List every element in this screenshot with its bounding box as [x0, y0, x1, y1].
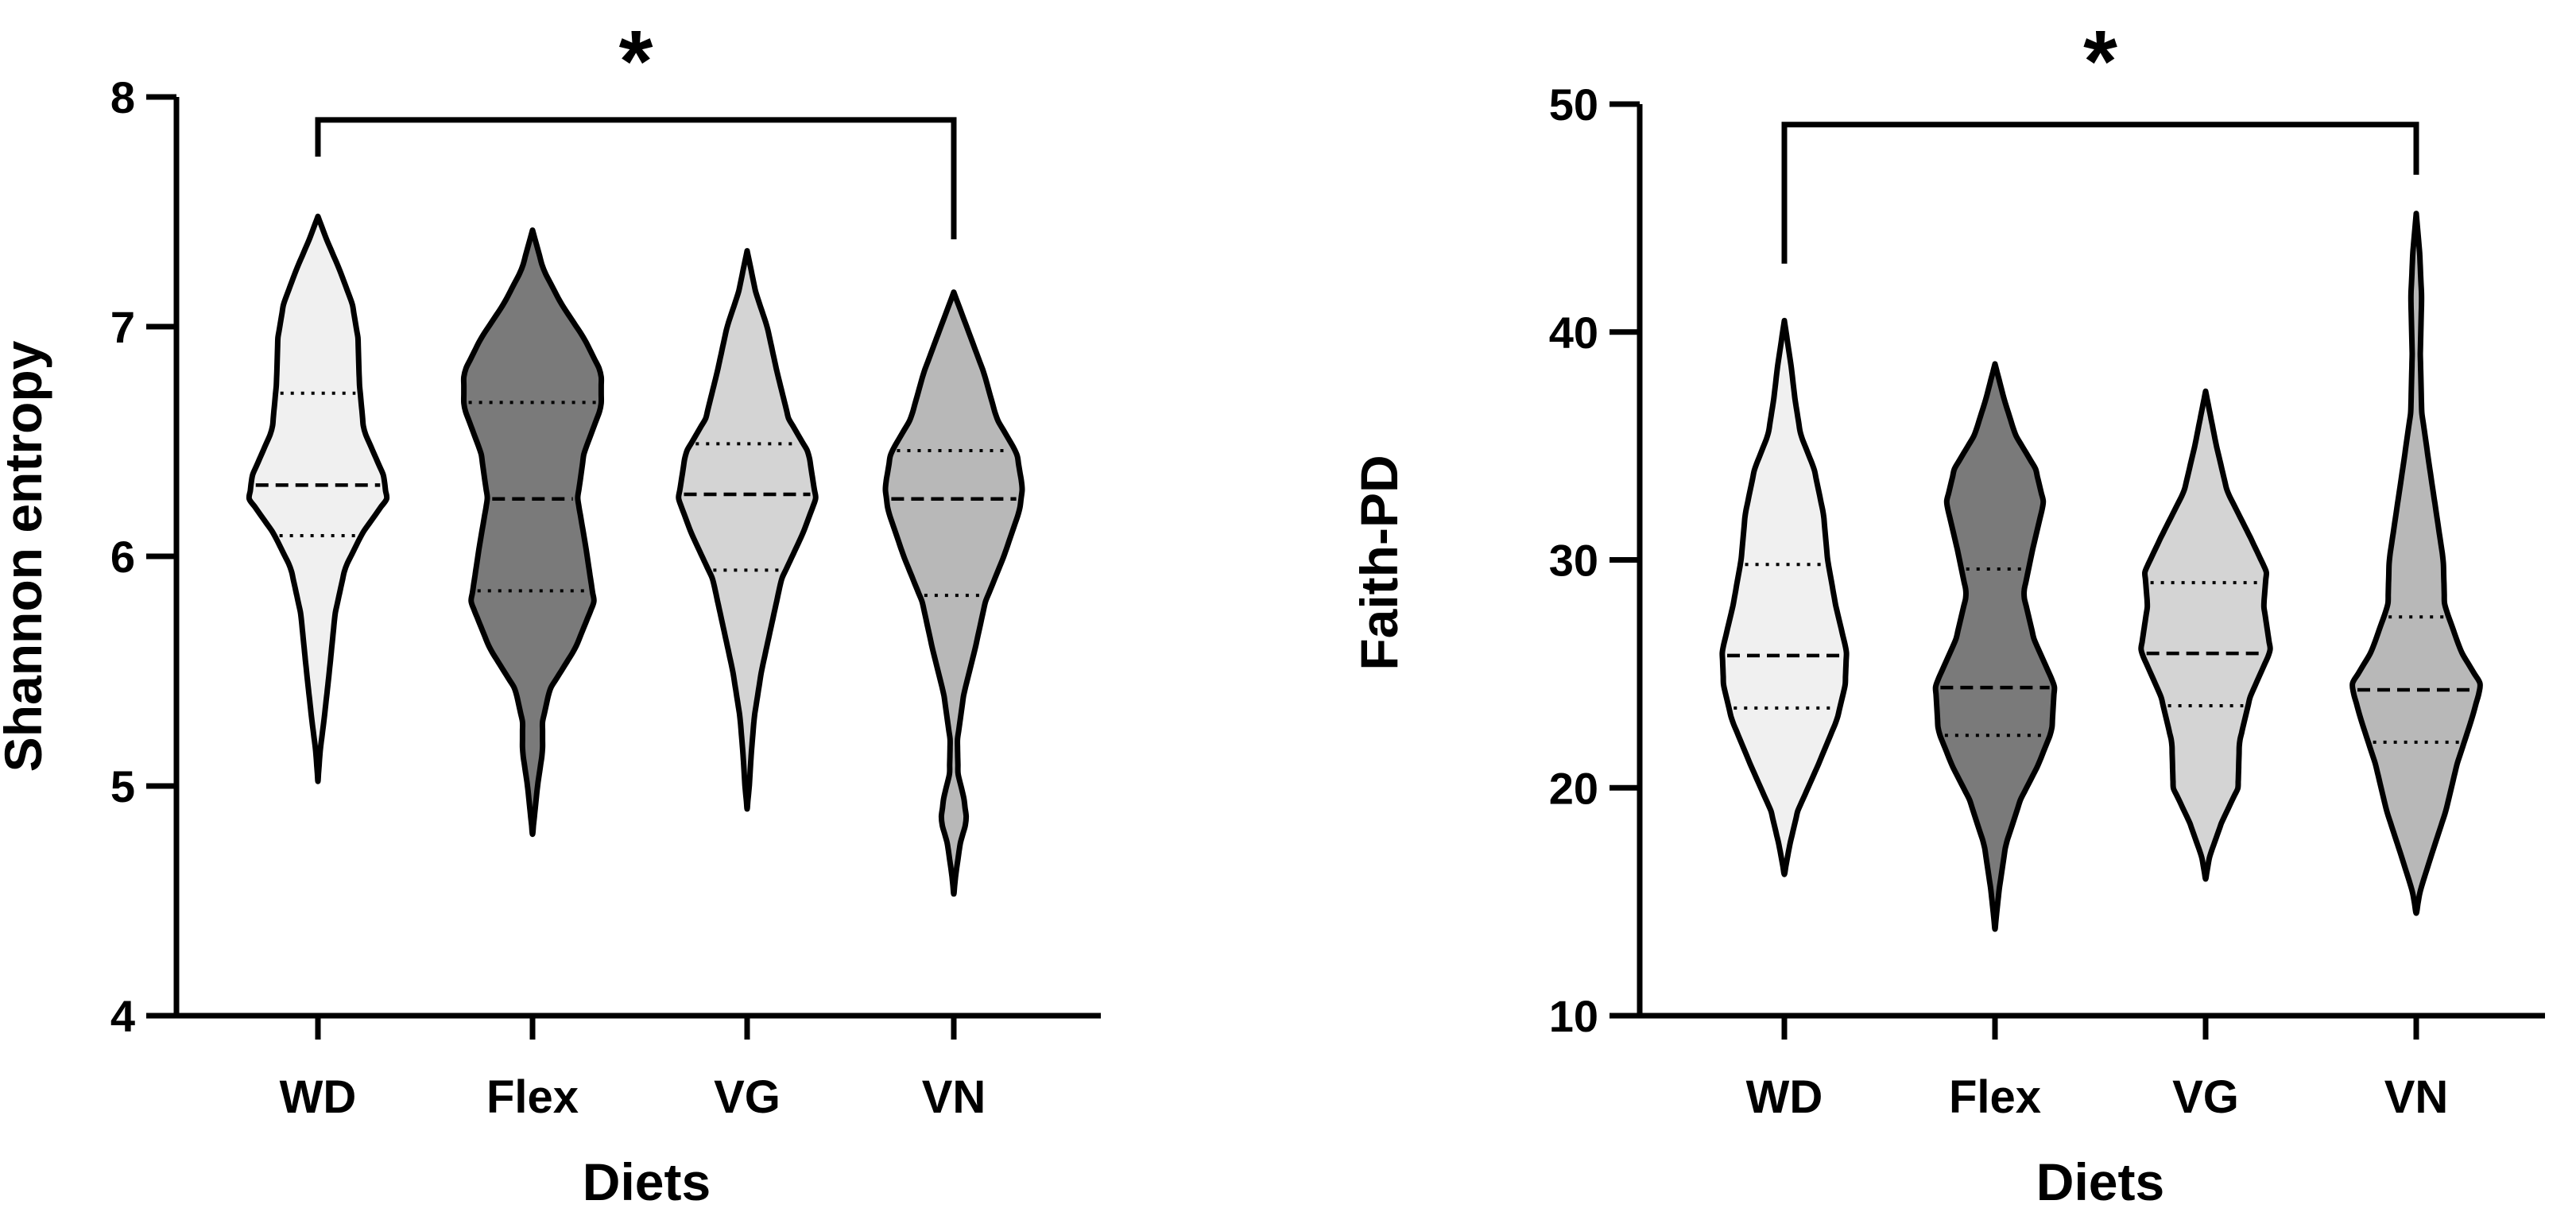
y-tick-label: 50 — [1549, 79, 1598, 130]
x-tick-label: VN — [922, 1071, 986, 1123]
significance-bracket — [1781, 122, 2419, 264]
x-tick-label: WD — [280, 1071, 357, 1123]
shannon-entropy-panel: 4 5 6 7 8 WD Flex VG VN * Diets Shannon entropy — [0, 13, 1101, 1211]
x-axis-title: Diets — [583, 1152, 711, 1211]
faith-pd-panel: 10 20 30 40 50 WD Flex VG VN * Diets Faith-PD — [1350, 13, 2545, 1211]
violin-vg — [676, 248, 819, 812]
x-tick-label: VG — [714, 1071, 781, 1123]
violin-wd — [246, 213, 390, 784]
y-tick-label: 7 — [110, 302, 135, 352]
y-tick-label: 10 — [1549, 991, 1598, 1041]
x-tick-label: Flex — [486, 1071, 579, 1123]
x-tick-label: Flex — [1949, 1071, 2041, 1123]
y-tick-label: 6 — [110, 532, 135, 582]
y-tick-label: 5 — [110, 761, 135, 811]
violin-vn — [882, 289, 1025, 897]
violin-wd — [1719, 317, 1850, 877]
violin-flex — [460, 227, 605, 838]
significance-star: * — [619, 13, 653, 110]
violin-vg — [2138, 388, 2273, 882]
y-axis-title: Faith-PD — [1350, 455, 1408, 670]
violin-flex — [1932, 361, 2058, 932]
y-tick-label: 8 — [110, 72, 135, 122]
significance-bracket — [315, 117, 957, 240]
violin-vn — [2349, 211, 2483, 916]
x-tick-label: VG — [2172, 1071, 2239, 1123]
significance-star: * — [2083, 13, 2117, 110]
y-axis-title: Shannon entropy — [0, 340, 52, 772]
y-tick-label: 4 — [110, 991, 135, 1041]
x-tick-label: WD — [1746, 1071, 1823, 1123]
y-tick-label: 40 — [1549, 308, 1598, 358]
x-axis-title: Diets — [2036, 1152, 2164, 1211]
y-tick-label: 20 — [1549, 763, 1598, 813]
x-tick-label: VN — [2384, 1071, 2449, 1123]
y-tick-label: 30 — [1549, 536, 1598, 586]
